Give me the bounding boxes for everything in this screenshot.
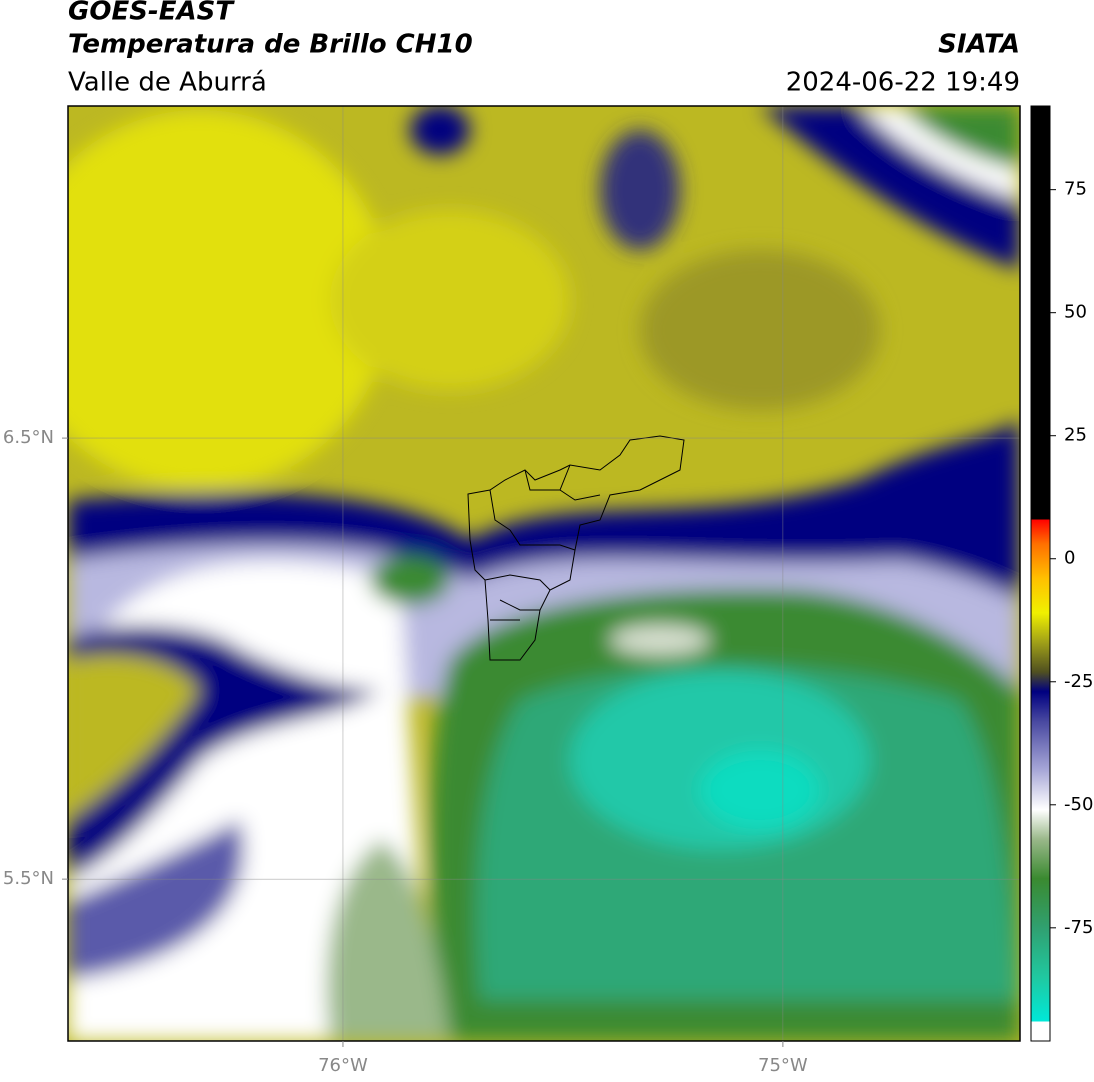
colorbar-tick-label: -25: [1064, 671, 1093, 692]
colorbar-tick-label: 25: [1064, 425, 1087, 446]
municipal-boundaries: [467, 435, 685, 661]
y-tick-label: 6.5°N: [3, 427, 54, 448]
colorbar: [1030, 105, 1051, 1042]
title: GOES-EAST: [68, 0, 235, 27]
graticule: [68, 106, 1020, 1041]
colorbar-tick-label: -75: [1064, 917, 1093, 938]
region: Valle de Aburrá: [68, 68, 267, 98]
y-tick-label: 5.5°N: [3, 868, 54, 889]
subtitle: Temperatura de Brillo CH10: [68, 30, 473, 60]
colorbar-tick-label: 0: [1064, 548, 1075, 569]
colorbar-tick-label: 75: [1064, 179, 1087, 200]
x-tick-label: 75°W: [758, 1055, 808, 1076]
colorbar-tick-label: -50: [1064, 794, 1093, 815]
satellite-image: [68, 106, 1020, 1041]
datetime: 2024-06-22 19:49: [786, 68, 1020, 98]
source: SIATA: [938, 30, 1020, 60]
x-tick-label: 76°W: [318, 1055, 368, 1076]
map-frame: [67, 105, 1021, 1042]
colorbar-tick-label: 50: [1064, 302, 1087, 323]
